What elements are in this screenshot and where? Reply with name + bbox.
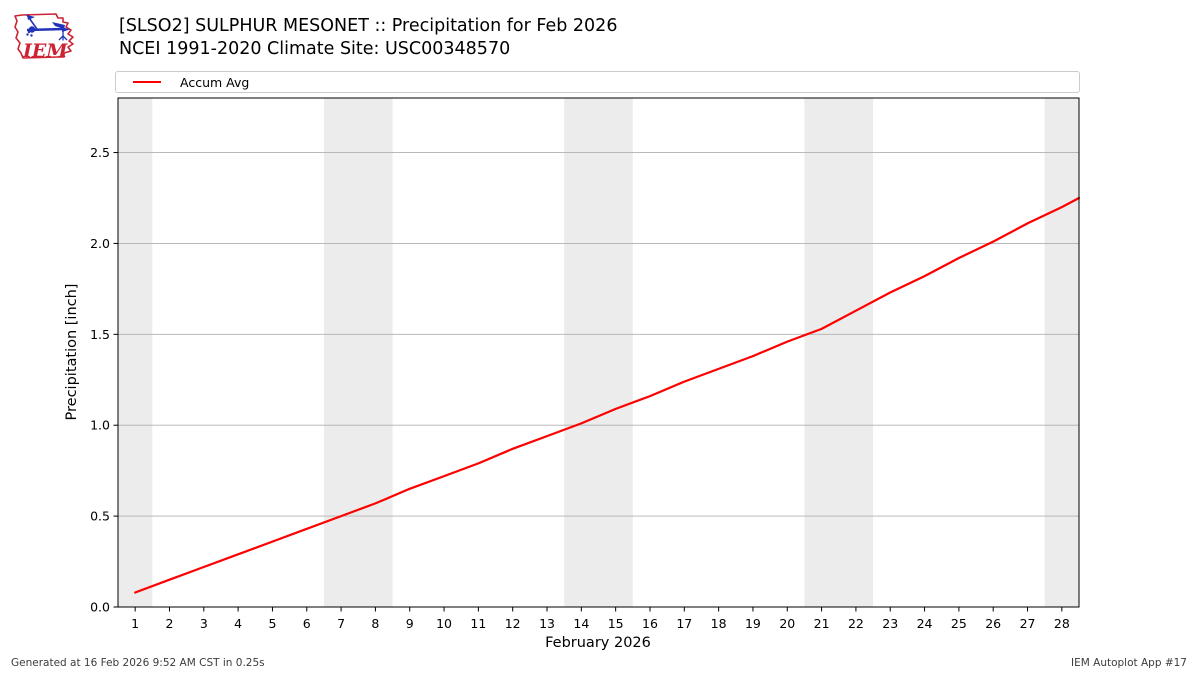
y-tick-label: 0.5	[90, 509, 110, 524]
x-tick-label: 8	[371, 616, 379, 631]
x-tick-label: 9	[406, 616, 414, 631]
accum-avg-line	[134, 196, 1081, 594]
weekend-band	[804, 98, 874, 607]
weekend-band	[118, 98, 153, 607]
x-tick-label: 21	[814, 616, 830, 631]
x-tick-label: 17	[676, 616, 692, 631]
title-block: [SLSO2] SULPHUR MESONET :: Precipitation…	[119, 15, 617, 60]
weekend-shading-bands	[118, 98, 1079, 607]
x-tick-label: 6	[303, 616, 311, 631]
y-tick-label: 1.0	[90, 418, 110, 433]
x-tick-label: 27	[1020, 616, 1036, 631]
x-tick-label: 1	[131, 616, 139, 631]
x-tick-label: 3	[200, 616, 208, 631]
legend: Accum Avg	[115, 71, 1080, 93]
x-tick-label: 24	[917, 616, 933, 631]
x-tick-label: 15	[608, 616, 624, 631]
x-tick-label: 16	[642, 616, 658, 631]
weekend-band	[1044, 98, 1079, 607]
iem-logo: IEM	[14, 13, 74, 62]
x-tick-label: 11	[470, 616, 486, 631]
x-tick-label: 13	[539, 616, 555, 631]
y-tick-label: 0.0	[90, 600, 110, 615]
x-tick-label: 19	[745, 616, 761, 631]
y-tick-label: 2.0	[90, 236, 110, 251]
chart-subtitle: NCEI 1991-2020 Climate Site: USC00348570	[119, 38, 511, 59]
x-tick-label: 7	[337, 616, 345, 631]
footer-app-credit: IEM Autoplot App #17	[1071, 657, 1187, 669]
x-tick-label: 12	[505, 616, 521, 631]
x-axis-label: February 2026	[545, 635, 651, 651]
x-tick-label: 2	[166, 616, 174, 631]
x-tick-label: 28	[1054, 616, 1070, 631]
x-tick-label: 14	[573, 616, 589, 631]
legend-entry-label: Accum Avg	[180, 74, 250, 90]
weekend-band	[564, 98, 633, 607]
x-tick-label: 20	[779, 616, 795, 631]
x-tick-label: 23	[882, 616, 898, 631]
x-tick-label: 10	[436, 616, 452, 631]
y-axis-ticks: 0.0 0.5 1.0 1.5 2.0 2.5	[90, 145, 118, 615]
y-tick-label: 2.5	[90, 145, 110, 160]
footer-generated-at: Generated at 16 Feb 2026 9:52 AM CST in …	[11, 657, 265, 669]
series-accum-avg	[134, 196, 1081, 594]
x-tick-label: 18	[711, 616, 727, 631]
weather-station-icon	[26, 14, 70, 41]
legend-line-swatch	[133, 80, 161, 84]
iem-logo-text: IEM	[22, 40, 68, 62]
x-tick-label: 5	[268, 616, 276, 631]
weekend-band	[323, 98, 393, 607]
plot-frame	[117, 97, 1080, 608]
chart-title: [SLSO2] SULPHUR MESONET :: Precipitation…	[119, 16, 618, 36]
x-tick-label: 25	[951, 616, 967, 631]
x-tick-label: 4	[234, 616, 242, 631]
x-tick-label: 26	[985, 616, 1001, 631]
y-axis-label: Precipitation [inch]	[64, 284, 80, 421]
x-tick-label: 22	[848, 616, 864, 631]
y-tick-label: 1.5	[90, 327, 110, 342]
x-axis-ticks: 1 2 3 4 5 6 7 8 9 10 11 12 13 14 15 16 17 18 19 20 21 22 23 24 2…	[131, 607, 1070, 631]
